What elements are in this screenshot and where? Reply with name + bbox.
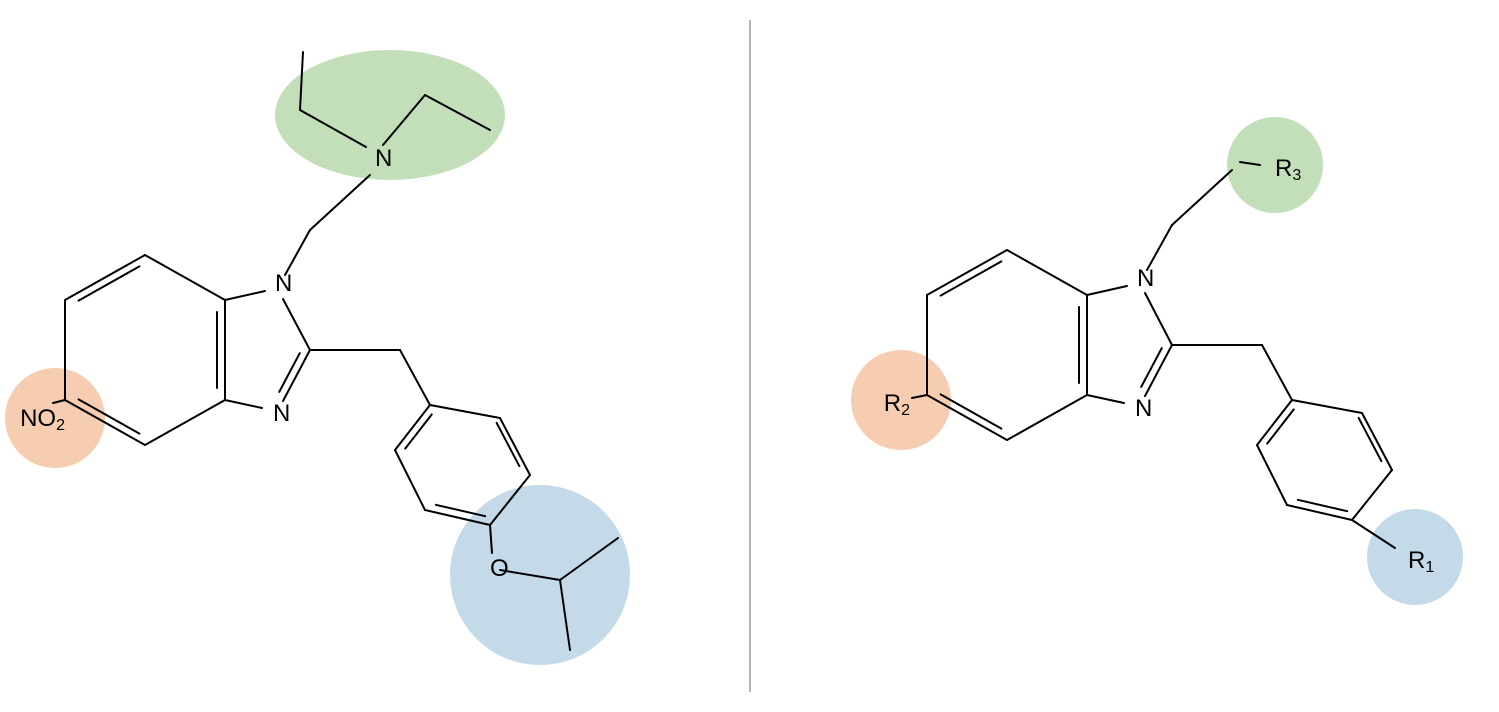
atom-label-top_N: N <box>375 145 392 172</box>
atom-label-O_ether: O <box>490 555 509 582</box>
chemical-structure-diagram: NNNNO2ONNR3R2R1 <box>0 0 1499 712</box>
blue-O-isopropoxy-highlight <box>450 485 630 665</box>
atom-label-imidazole_N3: N <box>1135 395 1152 422</box>
atom-label-imidazole_N1: N <box>275 270 292 297</box>
atom-label-imidazole_N3: N <box>273 400 290 427</box>
atom-label-imidazole_N1: N <box>1137 265 1154 292</box>
